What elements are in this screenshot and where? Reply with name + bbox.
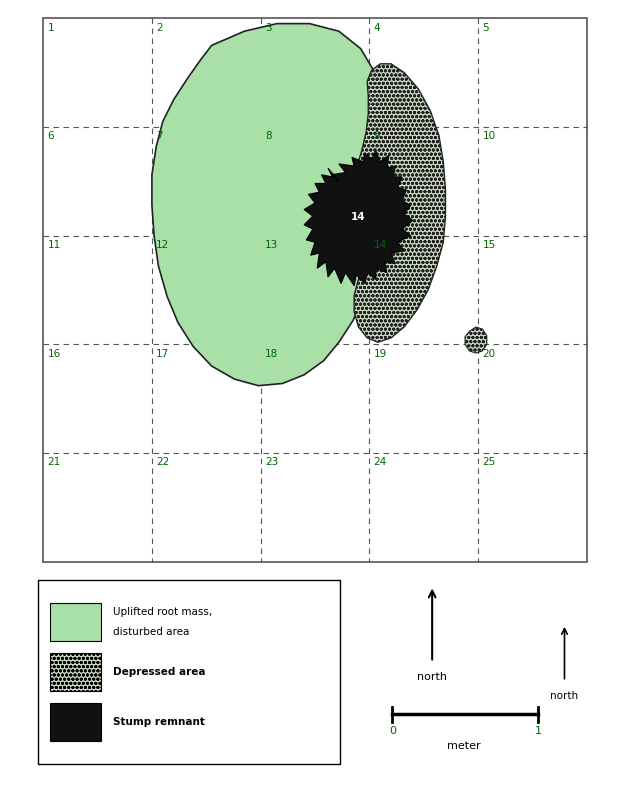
Text: north: north xyxy=(417,672,447,682)
Text: 22: 22 xyxy=(156,458,169,467)
Polygon shape xyxy=(304,151,413,286)
Text: 4: 4 xyxy=(374,22,381,33)
Text: 17: 17 xyxy=(156,349,169,358)
Text: 14: 14 xyxy=(351,212,366,222)
Text: 19: 19 xyxy=(374,349,387,358)
Text: 5: 5 xyxy=(483,22,489,33)
Text: disturbed area: disturbed area xyxy=(113,626,190,637)
Text: Depressed area: Depressed area xyxy=(113,667,206,677)
Bar xyxy=(50,702,101,741)
Text: 16: 16 xyxy=(47,349,60,358)
Text: 20: 20 xyxy=(483,349,496,358)
Text: north: north xyxy=(551,691,578,701)
Text: 10: 10 xyxy=(483,131,496,142)
Text: 1: 1 xyxy=(534,726,542,736)
Text: 15: 15 xyxy=(483,240,496,250)
Text: 18: 18 xyxy=(265,349,278,358)
Text: 25: 25 xyxy=(483,458,496,467)
Text: Uplifted root mass,: Uplifted root mass, xyxy=(113,607,213,618)
Polygon shape xyxy=(465,327,487,353)
Polygon shape xyxy=(353,64,445,342)
Text: 8: 8 xyxy=(265,131,272,142)
Text: 12: 12 xyxy=(156,240,169,250)
Text: 21: 21 xyxy=(47,458,60,467)
Text: 7: 7 xyxy=(156,131,163,142)
Text: 6: 6 xyxy=(47,131,54,142)
Text: 14: 14 xyxy=(374,240,387,250)
Polygon shape xyxy=(152,24,381,386)
Text: 24: 24 xyxy=(374,458,387,467)
Text: 2: 2 xyxy=(156,22,163,33)
Bar xyxy=(50,653,101,691)
Text: meter: meter xyxy=(447,741,481,751)
Text: 11: 11 xyxy=(47,240,60,250)
Text: 13: 13 xyxy=(265,240,278,250)
Text: 9: 9 xyxy=(374,131,381,142)
Text: 23: 23 xyxy=(265,458,278,467)
Text: 1: 1 xyxy=(47,22,54,33)
Text: 0: 0 xyxy=(389,726,396,736)
Text: Stump remnant: Stump remnant xyxy=(113,717,205,727)
Bar xyxy=(50,603,101,642)
Text: 3: 3 xyxy=(265,22,272,33)
